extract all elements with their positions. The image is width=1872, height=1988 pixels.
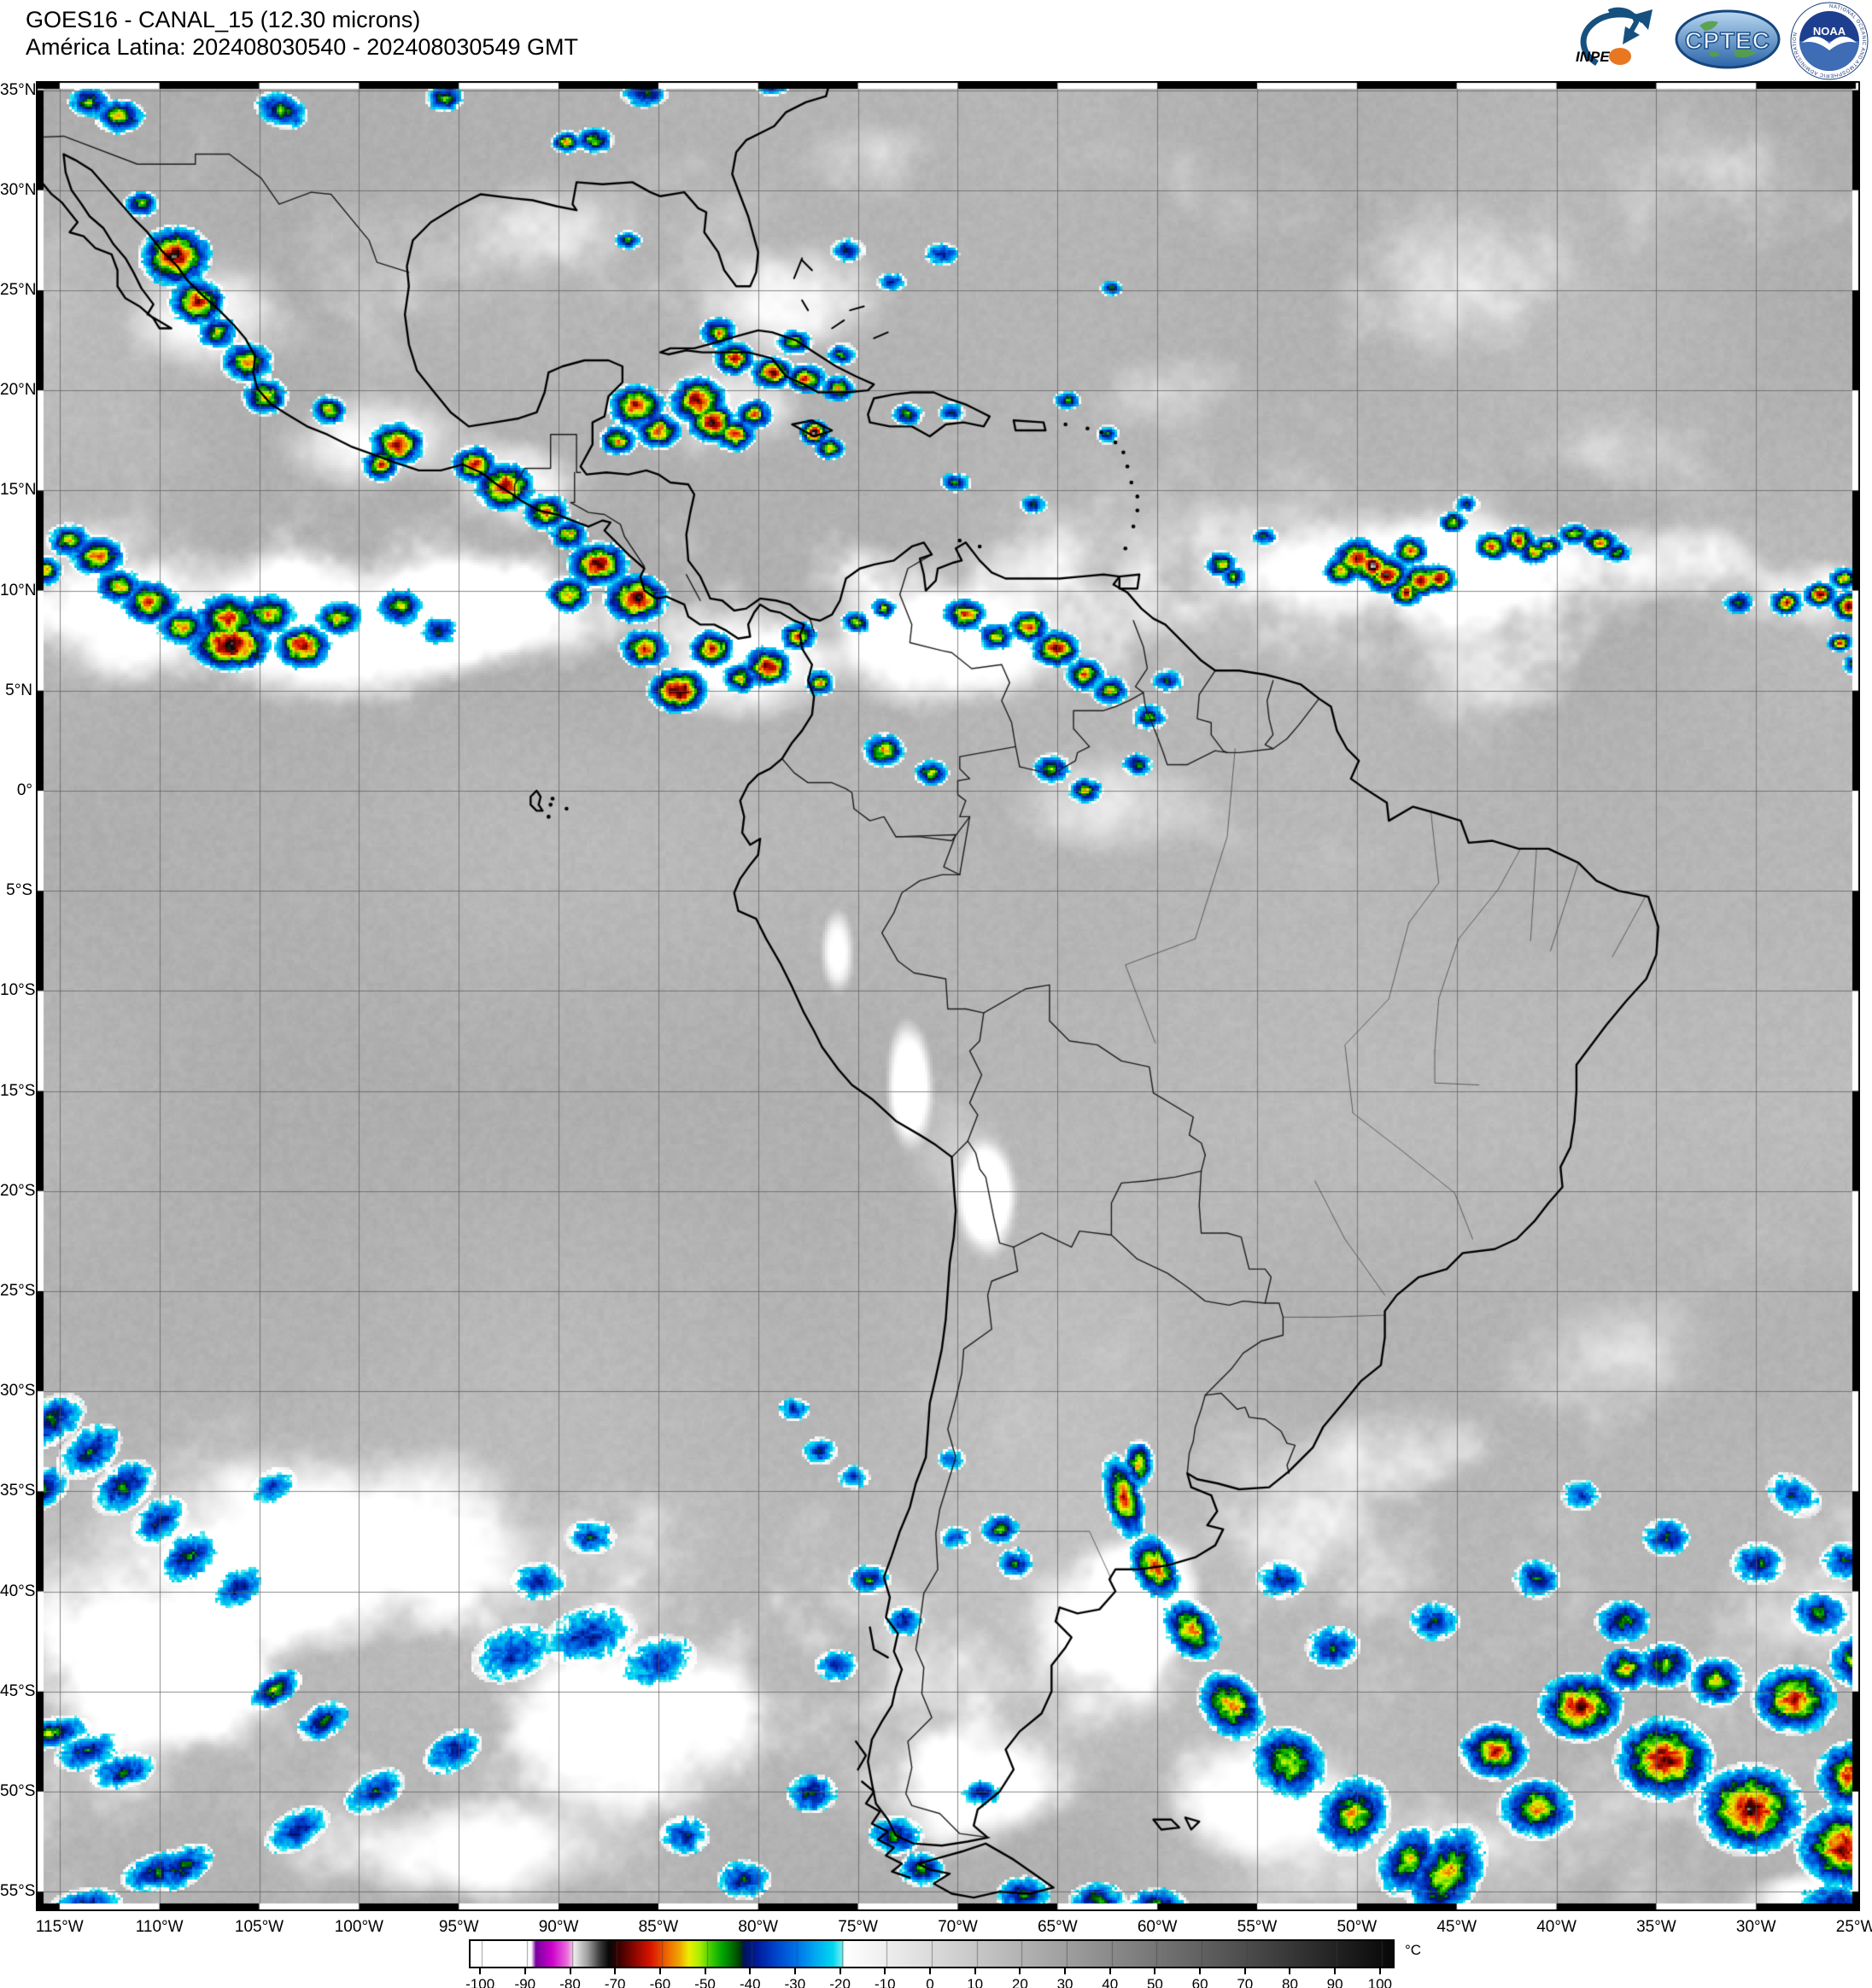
colorbar-tick-label: 100: [1367, 1976, 1393, 1988]
colorbar-tick-label: 30: [1056, 1976, 1073, 1988]
lat-tick-label: 15°N: [0, 481, 37, 500]
page-subtitle: América Latina: 202408030540 - 202408030…: [26, 34, 578, 60]
colorbar-tick-mark: [839, 1968, 841, 1974]
lat-tick-label: 25°S: [0, 1281, 36, 1300]
lat-tick-label: 10°S: [0, 981, 36, 1000]
lon-tick-label: 100°W: [334, 1918, 383, 1936]
inpe-logo: INPE: [1576, 7, 1653, 66]
colorbar-tick-label: -60: [649, 1976, 671, 1988]
colorbar-unit-label: °C: [1405, 1942, 1422, 1958]
noaa-logo-label: NOAA: [1813, 25, 1846, 38]
lat-tick-label: 0°: [16, 781, 32, 799]
colorbar-tick-mark: [1289, 1968, 1291, 1974]
colorbar-tick-mark: [793, 1968, 796, 1974]
colorbar-tick-mark: [658, 1968, 661, 1974]
lat-tick-label: 30°N: [0, 180, 37, 199]
colorbar-tick-label: -40: [739, 1976, 761, 1988]
lon-tick-label: 95°W: [438, 1918, 479, 1936]
colorbar-tick-label: 10: [967, 1976, 984, 1988]
inpe-logo-label: INPE: [1576, 49, 1610, 65]
colorbar-tick-label: -10: [875, 1976, 896, 1988]
satellite-map-image: [36, 81, 1860, 1911]
colorbar-tick-mark: [1243, 1968, 1246, 1974]
lon-tick-label: 85°W: [638, 1918, 679, 1936]
colorbar-tick-label: 20: [1011, 1976, 1028, 1988]
colorbar-tick-mark: [1199, 1968, 1202, 1974]
lat-tick-label: 20°N: [0, 381, 37, 400]
page-title: GOES16 - CANAL_15 (12.30 microns): [26, 7, 421, 32]
lon-tick-label: 55°W: [1237, 1918, 1278, 1936]
colorbar-tick-mark: [929, 1968, 931, 1974]
colorbar-tick-label: -90: [514, 1976, 536, 1988]
colorbar-tick-label: 0: [926, 1976, 934, 1988]
colorbar-tick-mark: [704, 1968, 706, 1974]
lon-tick-label: 105°W: [234, 1918, 284, 1936]
inpe-arrow-icon: [1635, 9, 1653, 30]
colorbar-tick-label: 70: [1237, 1976, 1254, 1988]
lat-tick-label: 45°S: [0, 1681, 36, 1700]
lon-tick-label: 25°W: [1835, 1918, 1872, 1936]
lon-tick-label: 35°W: [1636, 1918, 1676, 1936]
colorbar-tick-mark: [749, 1968, 752, 1974]
cptec-logo-label: CPTEC: [1685, 27, 1770, 54]
colorbar-tick-mark: [524, 1968, 526, 1974]
lon-tick-label: 70°W: [938, 1918, 978, 1936]
colorbar-tick-label: -20: [829, 1976, 851, 1988]
lat-tick-label: 5°S: [6, 881, 32, 900]
lon-tick-label: 110°W: [135, 1918, 184, 1936]
lat-tick-label: 40°S: [0, 1582, 36, 1600]
colorbar-tick-label: -70: [604, 1976, 626, 1988]
colorbar-tick-mark: [479, 1968, 482, 1974]
lon-tick-label: 60°W: [1137, 1918, 1178, 1936]
lon-tick-label: 90°W: [538, 1918, 579, 1936]
colorbar-tick-mark: [1154, 1968, 1156, 1974]
colorbar-tick-label: 80: [1281, 1976, 1298, 1988]
lat-tick-label: 5°N: [5, 681, 32, 699]
colorbar-tick-mark: [974, 1968, 976, 1974]
colorbar-tick-mark: [614, 1968, 617, 1974]
colorbar-tick-label: -100: [465, 1976, 495, 1988]
temperature-colorbar: [469, 1939, 1395, 1968]
lon-tick-label: 40°W: [1536, 1918, 1577, 1936]
lat-tick-label: 35°N: [0, 80, 37, 99]
colorbar-tick-label: 60: [1191, 1976, 1208, 1988]
noaa-logo: NATIONAL OCEANIC AND ATMOSPHERIC ADMINIS…: [1790, 2, 1869, 80]
colorbar-tick-mark: [569, 1968, 571, 1974]
lat-tick-label: 50°S: [0, 1781, 36, 1800]
lat-tick-label: 20°S: [0, 1181, 36, 1200]
colorbar-tick-mark: [1378, 1968, 1381, 1974]
lat-tick-label: 30°S: [0, 1382, 36, 1400]
colorbar-tick-mark: [1064, 1968, 1067, 1974]
lat-tick-label: 15°S: [0, 1081, 36, 1100]
colorbar-tick-label: -50: [694, 1976, 716, 1988]
colorbar-tick-label: -80: [559, 1976, 581, 1988]
colorbar-tick-label: -30: [784, 1976, 806, 1988]
lon-tick-label: 50°W: [1337, 1918, 1378, 1936]
noaa-gull-icon: [1802, 36, 1857, 50]
colorbar-tick-mark: [884, 1968, 886, 1974]
lat-tick-label: 25°N: [0, 280, 37, 299]
cptec-logo: CPTEC: [1675, 9, 1781, 69]
lon-tick-label: 75°W: [838, 1918, 878, 1936]
colorbar-tick-label: 90: [1326, 1976, 1343, 1988]
colorbar-tick-mark: [1019, 1968, 1021, 1974]
lon-tick-label: 115°W: [35, 1918, 84, 1936]
lat-tick-label: 35°S: [0, 1482, 36, 1500]
colorbar-tick-label: 40: [1102, 1976, 1119, 1988]
lon-tick-label: 65°W: [1037, 1918, 1078, 1936]
colorbar-tick-label: 50: [1146, 1976, 1163, 1988]
lon-tick-label: 80°W: [738, 1918, 779, 1936]
lat-tick-label: 55°S: [0, 1882, 36, 1901]
colorbar-tick-mark: [1109, 1968, 1111, 1974]
lat-tick-label: 10°N: [0, 581, 37, 599]
lon-tick-label: 45°W: [1436, 1918, 1477, 1936]
lon-tick-label: 30°W: [1735, 1918, 1776, 1936]
colorbar-tick-mark: [1334, 1968, 1337, 1974]
inpe-orange-dot-icon: [1609, 48, 1631, 65]
